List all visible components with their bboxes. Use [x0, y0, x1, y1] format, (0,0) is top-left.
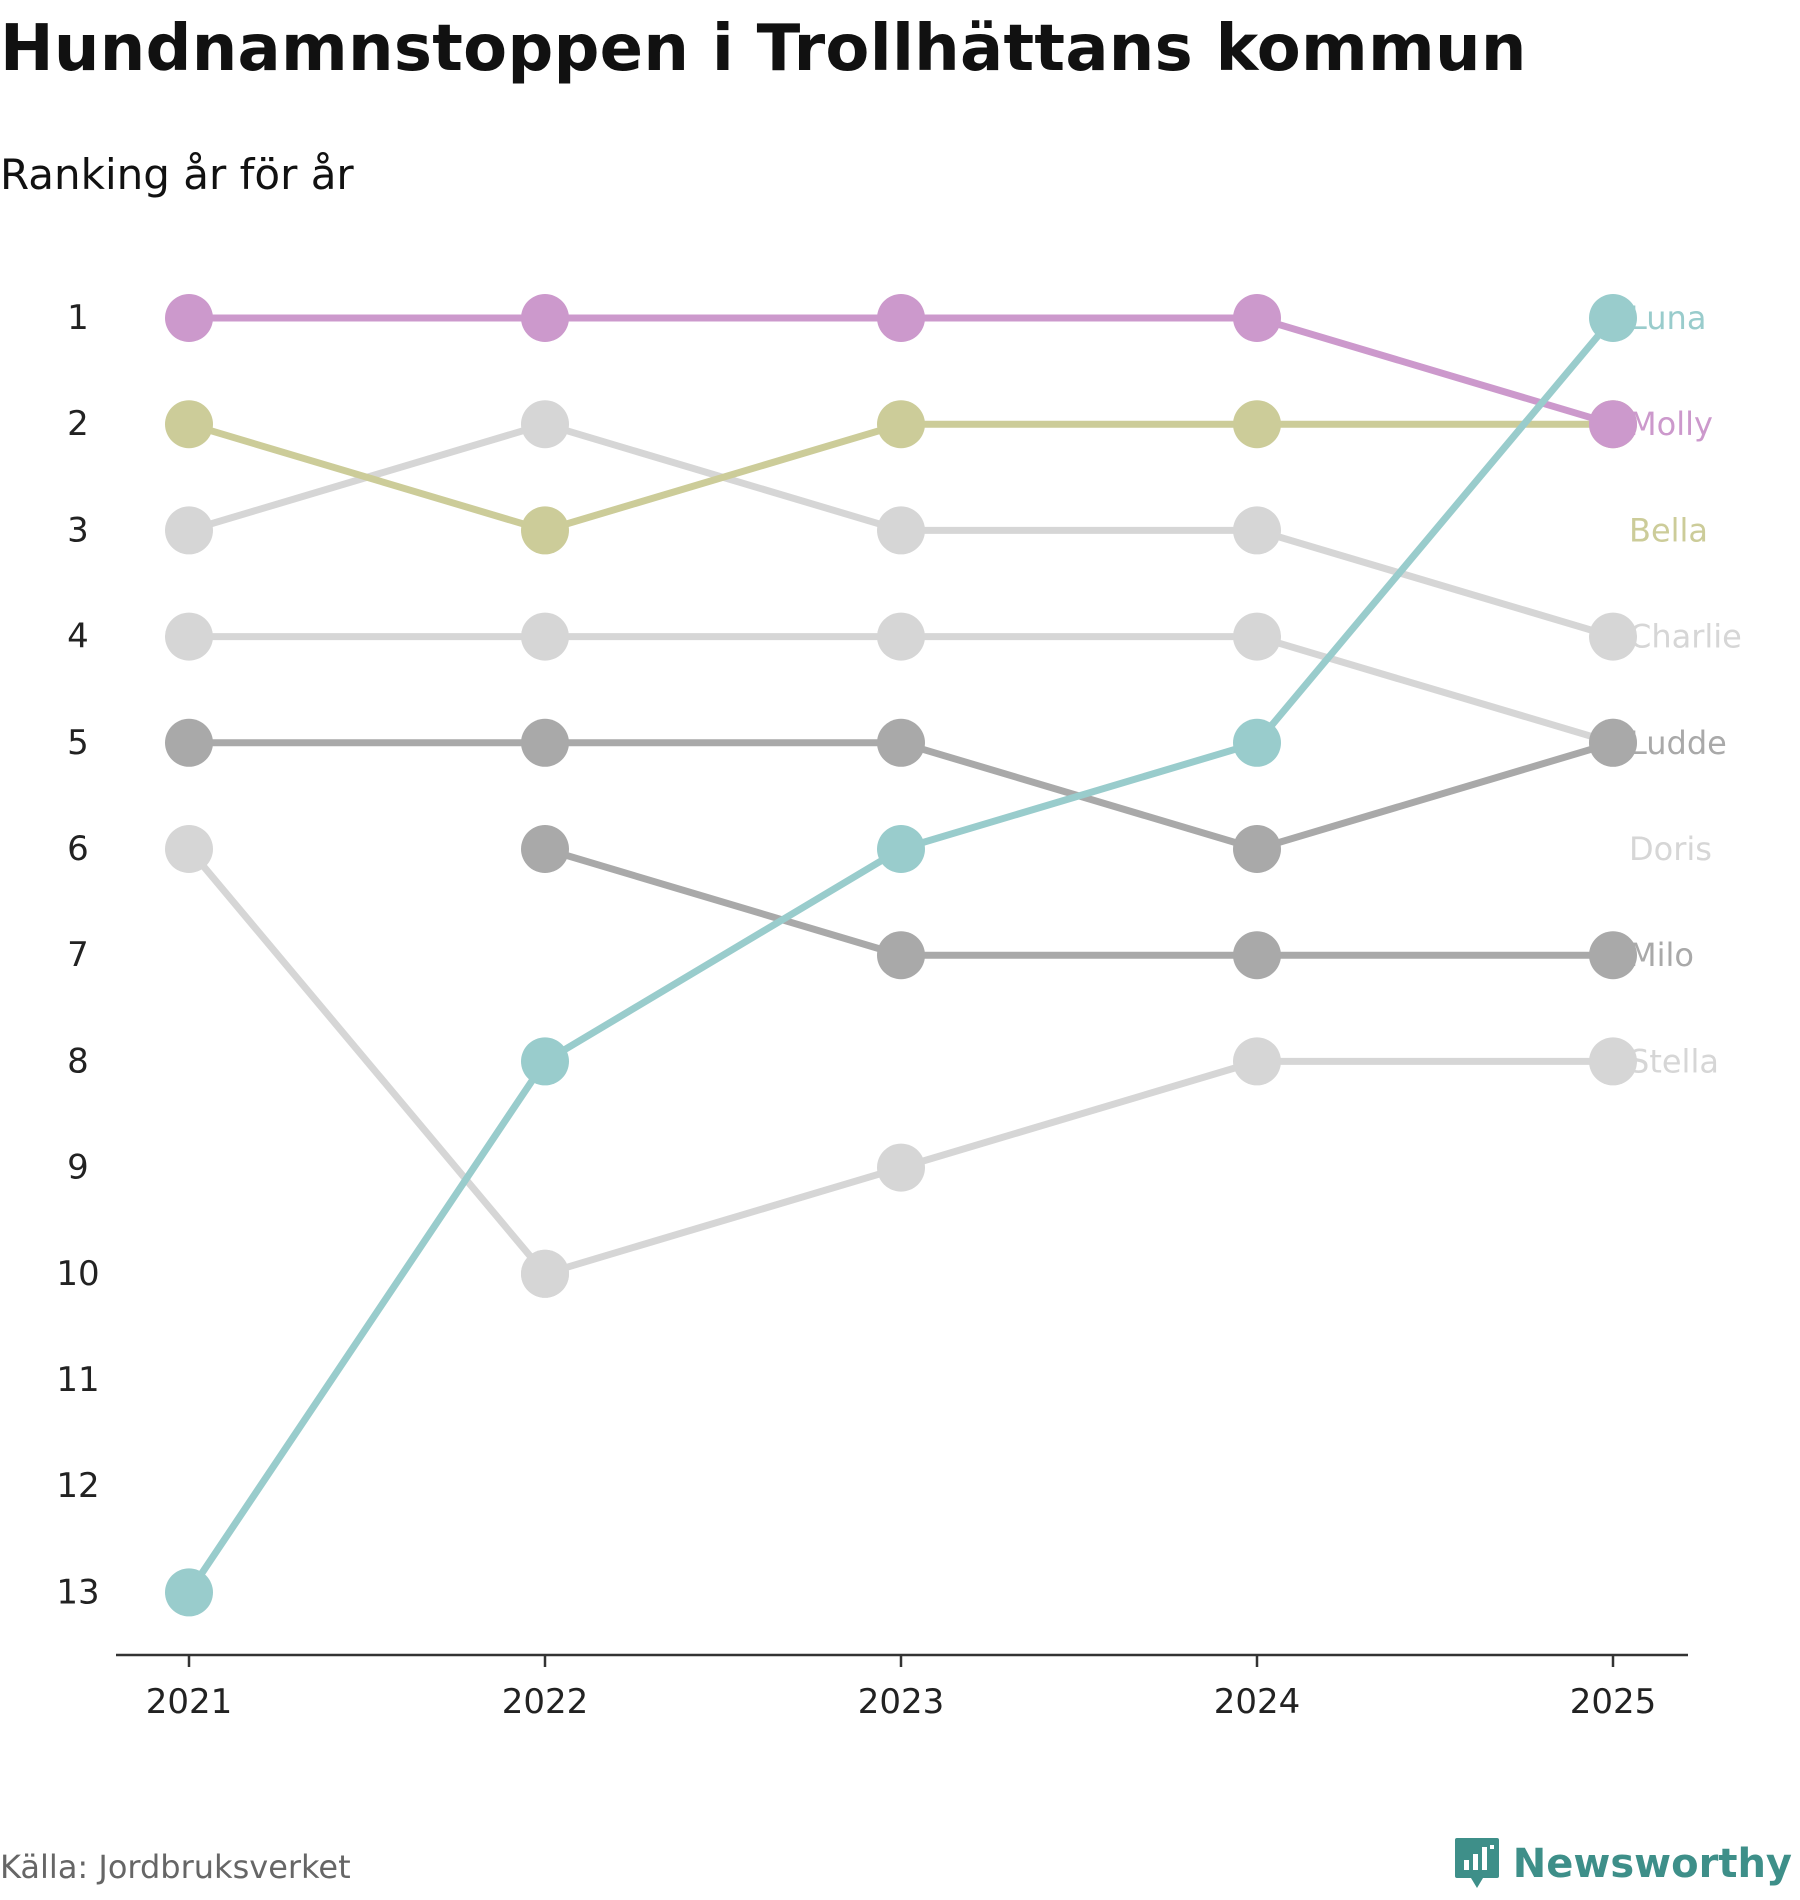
newsworthy-icon [1454, 1838, 1499, 1888]
y-tick-label: 5 [67, 723, 89, 763]
brand-logo[interactable]: Newsworthy [1453, 1836, 1792, 1892]
y-tick-label: 13 [56, 1572, 99, 1612]
data-point[interactable] [521, 612, 569, 661]
data-point[interactable] [521, 400, 569, 449]
series-molly [165, 294, 1637, 449]
y-tick-label: 12 [56, 1466, 99, 1506]
series-charlie [165, 400, 1637, 661]
y-tick-label: 6 [67, 829, 89, 869]
y-tick-label: 10 [56, 1254, 99, 1294]
end-label-molly: Molly [1629, 405, 1713, 443]
data-point[interactable] [1589, 400, 1637, 449]
data-point[interactable] [877, 825, 925, 873]
data-point[interactable] [521, 1037, 569, 1086]
chart-subtitle: Ranking år för år [0, 150, 354, 199]
data-point[interactable] [877, 294, 925, 342]
data-point[interactable] [1233, 718, 1281, 767]
data-point[interactable] [877, 718, 925, 767]
data-point[interactable] [1589, 718, 1637, 767]
end-labels: Luna Molly Bella Charlie Ludde Doris Milo Stell… [1629, 299, 1742, 1080]
y-tick-label: 2 [67, 404, 89, 444]
brand-name: Newsworthy [1512, 1841, 1792, 1887]
y-tick-label: 11 [56, 1360, 99, 1400]
data-point[interactable] [165, 825, 213, 873]
y-tick-label: 1 [67, 298, 89, 338]
data-point[interactable] [1589, 294, 1637, 342]
end-label-charlie: Charlie [1629, 618, 1742, 656]
end-label-milo: Milo [1629, 936, 1694, 974]
series-luna [165, 294, 1637, 1617]
end-label-stella: Stella [1629, 1042, 1719, 1080]
y-tick-label: 7 [67, 935, 89, 975]
series-ludde [165, 718, 1637, 873]
source-note: Källa: Jordbruksverket [0, 1848, 351, 1886]
series-bella [165, 400, 1637, 555]
data-point[interactable] [521, 718, 569, 767]
data-point[interactable] [165, 718, 213, 767]
data-point[interactable] [877, 506, 925, 555]
end-label-bella: Bella [1629, 511, 1708, 549]
series-milo [521, 825, 1637, 980]
x-tick-label: 2021 [146, 1682, 233, 1722]
data-point[interactable] [165, 1568, 213, 1617]
end-label-doris: Doris [1629, 830, 1712, 868]
data-point[interactable] [1589, 612, 1637, 661]
end-label-luna: Luna [1629, 299, 1706, 337]
series-layer [165, 294, 1637, 1617]
data-point[interactable] [1233, 825, 1281, 873]
data-point[interactable] [1233, 1037, 1281, 1086]
data-point[interactable] [521, 1249, 569, 1298]
data-point[interactable] [521, 506, 569, 555]
data-point[interactable] [521, 294, 569, 342]
x-tick-label: 2024 [1214, 1682, 1301, 1722]
data-point[interactable] [1233, 294, 1281, 342]
data-point[interactable] [877, 400, 925, 449]
series-stella [521, 1037, 1637, 1298]
x-tick-label: 2023 [858, 1682, 945, 1722]
data-point[interactable] [1233, 612, 1281, 661]
series-doris [165, 825, 569, 1298]
y-tick-label: 3 [67, 510, 89, 550]
series-line [185, 845, 549, 1278]
data-point[interactable] [165, 294, 213, 342]
data-point[interactable] [165, 612, 213, 661]
data-point[interactable] [877, 1143, 925, 1192]
y-tick-label: 4 [67, 617, 89, 657]
data-point[interactable] [521, 825, 569, 873]
series-line [541, 1057, 1617, 1278]
y-tick-label: 8 [67, 1041, 89, 1081]
series-line [541, 845, 1617, 959]
x-tick-label: 2025 [1570, 1682, 1657, 1722]
data-point[interactable] [165, 400, 213, 449]
data-point[interactable] [877, 931, 925, 980]
data-point[interactable] [1233, 506, 1281, 555]
data-point[interactable] [1589, 931, 1637, 980]
chart-title: Hundnamnstoppen i Trollhättans kommun [0, 12, 1527, 86]
data-point[interactable] [1589, 1037, 1637, 1086]
x-tick-label: 2022 [502, 1682, 589, 1722]
data-point[interactable] [1233, 931, 1281, 980]
end-label-ludde: Ludde [1629, 724, 1727, 762]
x-axis-ticks: 2021 2022 2023 2024 2025 [146, 1655, 1657, 1722]
data-point[interactable] [165, 506, 213, 555]
data-point[interactable] [1233, 400, 1281, 449]
data-point[interactable] [877, 612, 925, 661]
y-tick-label: 9 [67, 1148, 89, 1188]
